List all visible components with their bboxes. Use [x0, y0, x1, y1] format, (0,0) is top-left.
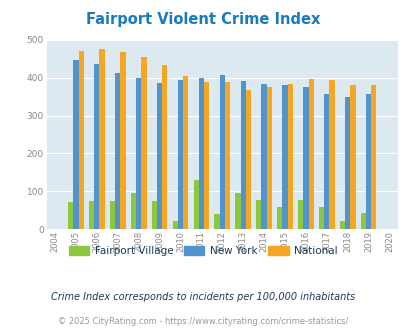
Bar — [308, 79, 313, 229]
Bar — [339, 221, 344, 229]
Bar — [99, 50, 104, 229]
Bar — [68, 202, 73, 229]
Bar — [130, 193, 136, 229]
Bar — [266, 87, 271, 229]
Bar — [110, 201, 115, 229]
Bar — [365, 94, 370, 229]
Bar — [328, 80, 334, 229]
Bar — [318, 207, 324, 229]
Bar — [136, 78, 141, 229]
Bar — [120, 52, 125, 229]
Bar — [297, 200, 303, 229]
Bar — [73, 60, 79, 229]
Bar — [224, 82, 230, 229]
Bar — [94, 64, 99, 229]
Bar — [198, 78, 203, 229]
Bar — [219, 75, 224, 229]
Bar — [89, 201, 94, 229]
Bar — [350, 85, 355, 229]
Bar — [240, 81, 245, 229]
Bar — [370, 85, 375, 229]
Legend: Fairport Village, New York, National: Fairport Village, New York, National — [64, 242, 341, 260]
Bar — [277, 207, 282, 229]
Bar — [287, 84, 292, 229]
Bar — [256, 200, 261, 229]
Text: Fairport Violent Crime Index: Fairport Violent Crime Index — [85, 12, 320, 26]
Bar — [183, 76, 188, 229]
Bar — [344, 97, 350, 229]
Bar — [172, 221, 177, 229]
Bar — [261, 84, 266, 229]
Text: © 2025 CityRating.com - https://www.cityrating.com/crime-statistics/: © 2025 CityRating.com - https://www.city… — [58, 317, 347, 326]
Bar — [193, 180, 198, 229]
Bar — [141, 57, 146, 229]
Bar — [203, 82, 209, 229]
Bar — [324, 94, 328, 229]
Bar — [177, 80, 183, 229]
Bar — [360, 214, 365, 229]
Bar — [303, 87, 308, 229]
Bar — [245, 90, 250, 229]
Bar — [214, 214, 219, 229]
Bar — [235, 193, 240, 229]
Text: Crime Index corresponds to incidents per 100,000 inhabitants: Crime Index corresponds to incidents per… — [51, 292, 354, 302]
Bar — [115, 73, 120, 229]
Bar — [79, 51, 83, 229]
Bar — [151, 201, 157, 229]
Bar — [157, 83, 162, 229]
Bar — [162, 65, 167, 229]
Bar — [282, 85, 287, 229]
